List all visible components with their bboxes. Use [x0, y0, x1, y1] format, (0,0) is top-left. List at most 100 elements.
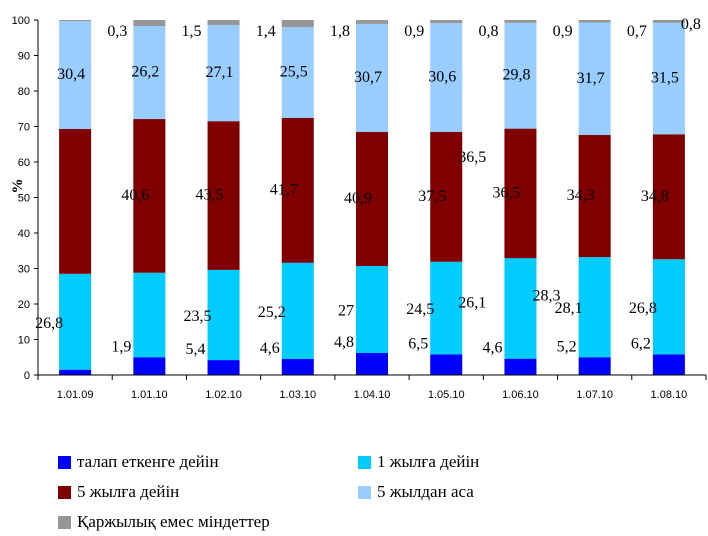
data-label-2-1.08.10: 26,8 [629, 300, 657, 317]
x-tick-label: 1.08.10 [651, 389, 688, 401]
data-label-5-1.03.10: 1,4 [256, 23, 276, 40]
bar-segment-2-1.02.10 [207, 269, 240, 361]
bar-segment-2-1.01.09 [59, 273, 92, 370]
legend-item-1: талап еткенге дейін [58, 452, 219, 472]
data-label-4-1.04.10: 30,7 [354, 69, 382, 86]
data-label-2-1.03.10: 25,2 [258, 304, 286, 321]
bar-segment-2-1.05.10 [430, 261, 463, 355]
bar-segment-5-1.06.10 [504, 20, 537, 23]
data-label-1-1.02.10: 5,4 [186, 341, 206, 358]
bar-segment-2-1.01.10 [133, 272, 166, 358]
data-label-5-1.01.10: 0,3 [107, 23, 127, 40]
y-tick-label: 100 [12, 15, 30, 27]
data-labels-layer: 1,9 5,4 4,6 4,8 6,5 4,6 5,2 6,2 26,8 23,5 25,2 27 24… [35, 16, 701, 358]
bar-segment-4-1.03.10 [281, 27, 314, 118]
bars-layer [59, 20, 685, 375]
data-label-4-1.05.10: 30,6 [428, 69, 456, 86]
bar-segment-1-1.01.10 [133, 357, 166, 375]
bar-segment-1-1.07.10 [578, 357, 611, 375]
y-tick-label: 80 [18, 86, 30, 98]
bar-segment-5-1.08.10 [652, 20, 685, 23]
data-label-1-1.04.10: 4,8 [334, 334, 354, 351]
bar-segment-3-1.02.10 [207, 121, 240, 270]
bar-segment-1-1.06.10 [504, 358, 537, 375]
legend-label: талап еткенге дейін [77, 452, 219, 471]
data-label-1-1.07.10: 5,2 [557, 338, 577, 355]
bar-segment-3-1.08.10 [652, 134, 685, 260]
bar-segment-3-1.05.10 [430, 131, 463, 262]
data-label-extra-2: 28,3 [532, 287, 560, 304]
bar-segment-2-1.07.10 [578, 257, 611, 358]
bar-segment-3-1.04.10 [356, 131, 388, 267]
data-label-5-1.08.10: 0,7 [627, 23, 647, 40]
x-tick-label: 1.07.10 [576, 389, 613, 401]
legend-swatch [58, 485, 71, 499]
bar-segment-2-1.03.10 [281, 262, 314, 360]
bar-segment-1-1.02.10 [207, 360, 240, 375]
y-tick-label: 40 [18, 228, 30, 240]
data-label-2-1.01.09: 26,8 [35, 315, 63, 332]
bar-segment-4-1.07.10 [578, 22, 611, 136]
data-label-2-1.02.10: 23,5 [184, 308, 212, 325]
bar-segment-5-1.03.10 [281, 20, 314, 28]
legend-swatch [358, 485, 371, 499]
x-tick-label: 1.04.10 [354, 389, 391, 401]
data-label-4-1.06.10: 29,8 [502, 67, 530, 84]
axes-layer: 0 10 20 30 40 50 60 70 80 90 100 1.01.09 1.01.10 1.02… [12, 15, 707, 401]
bar-segment-3-1.06.10 [504, 128, 537, 259]
bar-segment-1-1.04.10 [356, 352, 388, 375]
bar-segment-1-1.08.10 [652, 354, 685, 375]
data-label-5-1.07.10: 0,9 [553, 23, 573, 40]
y-tick-label: 10 [18, 335, 30, 347]
bar-segment-1-1.03.10 [281, 359, 314, 375]
x-tick-label: 1.01.09 [57, 389, 94, 401]
data-label-2-1.07.10: 28,1 [555, 300, 583, 317]
y-tick-label: 60 [18, 157, 30, 169]
bar-segment-2-1.06.10 [504, 258, 537, 359]
legend-item-3: 5 жылға дейін [58, 482, 179, 502]
data-label-4-1.02.10: 27,1 [206, 64, 234, 81]
data-label-5-1.05.10: 0,9 [404, 23, 424, 40]
data-label-extra-1: 26,1 [458, 295, 486, 312]
bar-segment-2-1.04.10 [356, 266, 388, 353]
data-label-1-1.06.10: 4,6 [482, 340, 502, 357]
bar-segment-3-1.03.10 [281, 117, 314, 263]
data-label-5-1.02.10: 1,5 [182, 23, 202, 40]
legend-label: 5 жылға дейін [77, 482, 180, 501]
data-label-extra-3: 36,5 [458, 149, 486, 166]
legend-label: 1 жылға дейін [377, 452, 480, 471]
y-tick-label: 70 [18, 122, 30, 134]
bar-segment-5-1.01.10 [133, 20, 166, 27]
data-label-4-1.07.10: 31,7 [577, 70, 605, 87]
data-label-1-1.03.10: 4,6 [260, 340, 280, 357]
data-label-extra-4: 0,8 [681, 16, 701, 33]
data-label-3-1.05.10: 37,5 [418, 188, 446, 205]
bar-segment-3-1.07.10 [578, 135, 611, 258]
bar-segment-2-1.08.10 [652, 259, 685, 355]
bar-segment-4-1.02.10 [207, 24, 240, 122]
data-label-5-1.04.10: 1,8 [330, 23, 350, 40]
data-label-2-1.04.10: 27 [338, 303, 354, 320]
legend-swatch [58, 515, 71, 529]
bar-segment-4-1.01.09 [59, 21, 92, 129]
data-label-4-1.01.10: 26,2 [131, 64, 159, 81]
y-tick-label: 90 [18, 51, 30, 63]
y-tick-label: 0 [24, 370, 30, 382]
data-label-1-1.01.10: 1,9 [111, 338, 131, 355]
bar-segment-4-1.05.10 [430, 23, 463, 132]
data-label-5-1.06.10: 0,8 [478, 23, 498, 40]
bar-segment-3-1.01.09 [59, 128, 92, 274]
data-label-3-1.06.10: 36,5 [492, 184, 520, 201]
data-label-4-1.08.10: 31,5 [651, 70, 679, 87]
bar-segment-4-1.08.10 [652, 22, 685, 135]
data-label-4-1.01.09: 30,4 [57, 66, 85, 83]
y-tick-label: 30 [18, 264, 30, 276]
data-label-4-1.03.10: 25,5 [280, 64, 308, 81]
data-label-3-1.03.10: 41,7 [270, 181, 298, 198]
bar-segment-5-1.05.10 [430, 20, 463, 24]
legend-item-2: 1 жылға дейін [358, 452, 479, 472]
x-tick-label: 1.03.10 [279, 389, 316, 401]
legend-item-5: Қаржылық емес міндеттер [58, 512, 270, 532]
bar-segment-5-1.07.10 [578, 20, 611, 23]
x-tick-label: 1.01.10 [131, 389, 168, 401]
